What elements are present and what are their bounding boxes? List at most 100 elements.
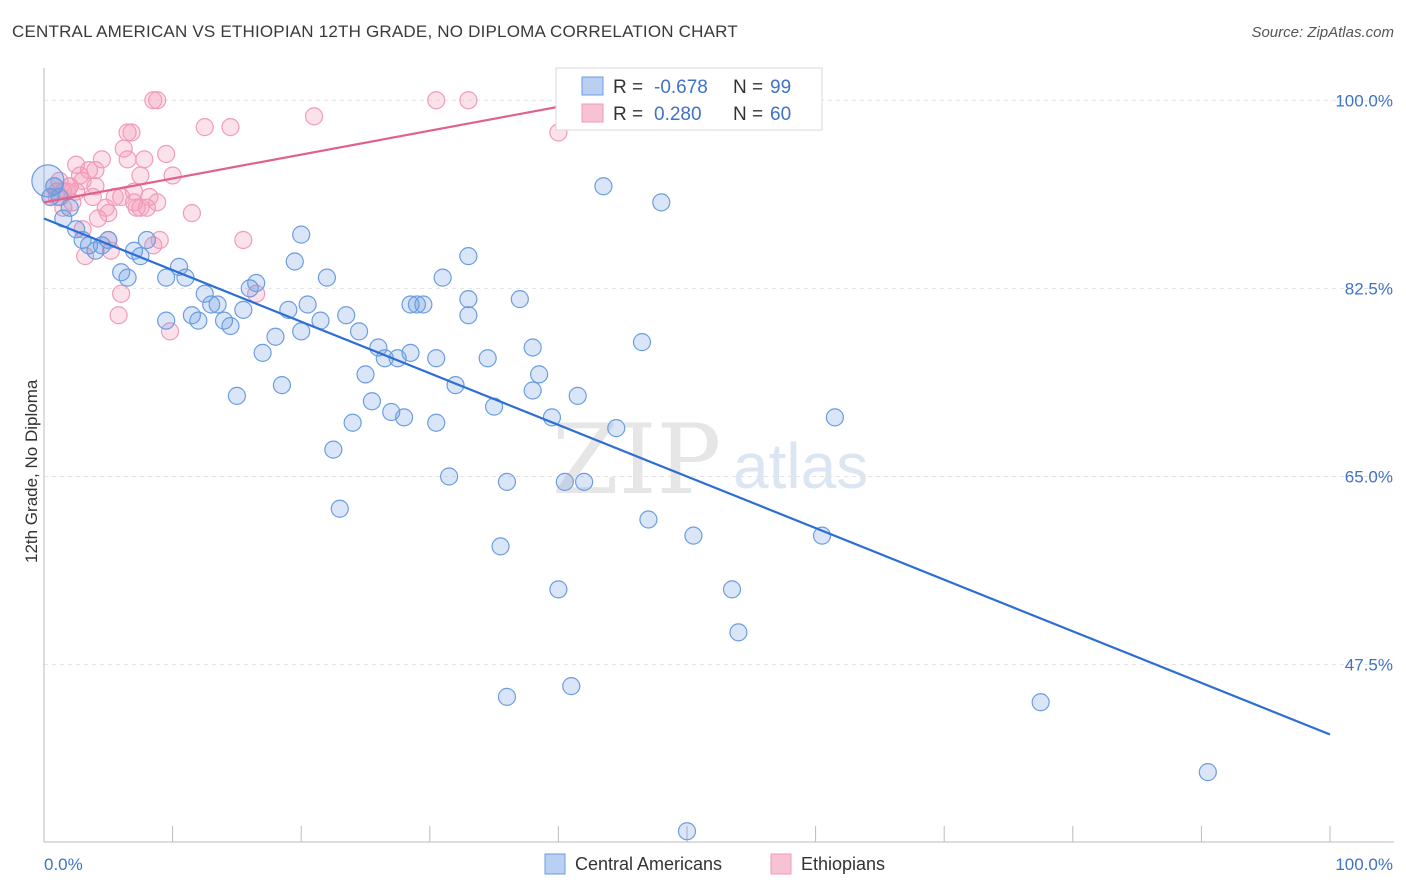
central-american-point [292, 322, 311, 341]
central-american-point [195, 284, 214, 303]
watermark-atlas: atlas [733, 430, 868, 502]
central-american-point [247, 273, 266, 293]
central-american-point [349, 322, 369, 341]
central-american-point [208, 295, 227, 314]
bottom-legend-swatch-ethiopian [770, 853, 792, 875]
central-american-point [575, 472, 594, 491]
watermark: ZIP atlas [552, 404, 868, 516]
ethiopian-point [157, 144, 176, 164]
y-tick-label: 100.0% [1335, 91, 1393, 110]
ethiopian-point [148, 91, 167, 110]
central-american-point [324, 440, 343, 459]
ethiopian-points [41, 91, 568, 341]
y-tick-label: 47.5% [1345, 656, 1393, 675]
y-axis-label: 12th Grade, No Diploma [22, 379, 41, 563]
y-tick-label: 82.5% [1345, 279, 1393, 298]
central-american-trend-line [43, 217, 1331, 736]
central-american-point [459, 247, 478, 266]
ethiopian-point [122, 123, 141, 142]
legend-n-label-2: N = [733, 104, 763, 125]
legend-n-value-2: 60 [770, 104, 791, 125]
central-american-point [157, 311, 176, 330]
central-american-point [60, 198, 79, 217]
x-tick-label: 100.0% [1335, 855, 1393, 874]
legend-n-value-1: 99 [770, 77, 791, 98]
gridlines [44, 99, 1394, 666]
legend-r-value-1: -0.678 [654, 77, 708, 98]
central-american-point [356, 365, 375, 384]
ethiopian-point [92, 150, 111, 169]
legend-swatch-ethiopian [581, 103, 604, 123]
legend-r-value-2: 0.280 [654, 104, 702, 125]
legend-swatch-central [581, 76, 604, 96]
ethiopian-point [148, 193, 167, 212]
correlation-legend: R = -0.678 N = 99 R = 0.280 N = 60 [555, 67, 823, 131]
ethiopian-point [118, 123, 137, 142]
ethiopian-point [99, 204, 118, 223]
central-american-point [401, 295, 420, 314]
central-american-point [523, 338, 542, 357]
legend-r-label-2: R = [613, 104, 643, 125]
ethiopian-point [144, 91, 163, 110]
ethiopian-trend-line [43, 104, 566, 204]
ethiopian-point [459, 91, 478, 110]
central-american-point [234, 300, 253, 319]
y-tick-label: 65.0% [1345, 468, 1393, 487]
ethiopian-point [86, 161, 105, 180]
ethiopian-point [182, 204, 201, 223]
ethiopian-point [109, 306, 128, 325]
central-american-point [1198, 763, 1217, 782]
ethiopian-point [112, 284, 131, 303]
ethiopian-point [131, 166, 150, 185]
central-american-point [439, 467, 459, 486]
central-american-point [825, 408, 844, 427]
ethiopian-point [73, 220, 92, 239]
central-american-point [459, 290, 478, 309]
central-american-point [343, 413, 362, 432]
central-american-point [497, 687, 517, 706]
central-american-point [497, 472, 517, 491]
series-legend: Central Americans Ethiopians [544, 853, 885, 875]
ethiopian-point [160, 322, 180, 341]
x-tick-labels: 0.0% 100.0% [44, 855, 1393, 874]
x-tick-label: 0.0% [44, 855, 83, 874]
central-american-point [632, 333, 652, 352]
central-american-point [510, 290, 529, 309]
chart-title: CENTRAL AMERICAN VS ETHIOPIAN 12TH GRADE… [12, 22, 738, 41]
bottom-legend-swatch-central [544, 853, 566, 875]
central-american-point [684, 526, 703, 545]
central-american-point [272, 376, 292, 395]
central-american-point [491, 537, 510, 556]
ethiopian-point [163, 166, 182, 185]
central-american-point [317, 268, 337, 287]
central-american-point [337, 306, 356, 325]
ethiopian-point [234, 230, 253, 250]
central-american-point [722, 580, 742, 599]
bottom-legend-central: Central Americans [575, 854, 722, 874]
ethiopian-point [427, 91, 446, 110]
central-american-point [594, 177, 613, 196]
central-american-points [31, 164, 1217, 841]
central-american-point [298, 295, 317, 314]
central-american-point [118, 268, 137, 287]
central-american-point [362, 392, 382, 411]
central-american-point [1031, 693, 1050, 712]
central-american-point [523, 381, 542, 400]
y-tick-labels: 47.5% 65.0% 82.5% 100.0% [1335, 91, 1393, 674]
central-american-point [45, 177, 64, 196]
ethiopian-point [73, 171, 92, 190]
central-american-point [555, 472, 574, 491]
central-american-point [202, 295, 221, 314]
central-american-point [189, 311, 208, 330]
ethiopian-point [79, 161, 99, 180]
central-american-point [729, 623, 748, 642]
ethiopian-point [195, 118, 214, 137]
bottom-legend-ethiopian: Ethiopians [801, 854, 885, 874]
legend-r-label-1: R = [613, 77, 643, 98]
central-american-point [478, 349, 497, 368]
legend-n-label-1: N = [733, 77, 763, 98]
central-american-point [427, 413, 446, 432]
central-american-point [607, 419, 626, 438]
central-american-point [330, 499, 349, 518]
